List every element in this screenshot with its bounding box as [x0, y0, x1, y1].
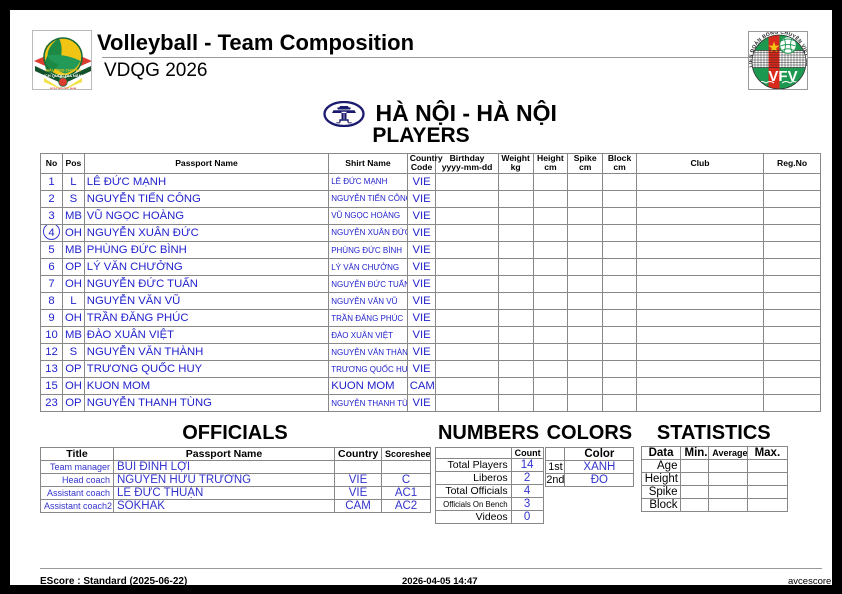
- svg-text:GIẢI BÓNG CHUYỀN: GIẢI BÓNG CHUYỀN: [45, 67, 81, 72]
